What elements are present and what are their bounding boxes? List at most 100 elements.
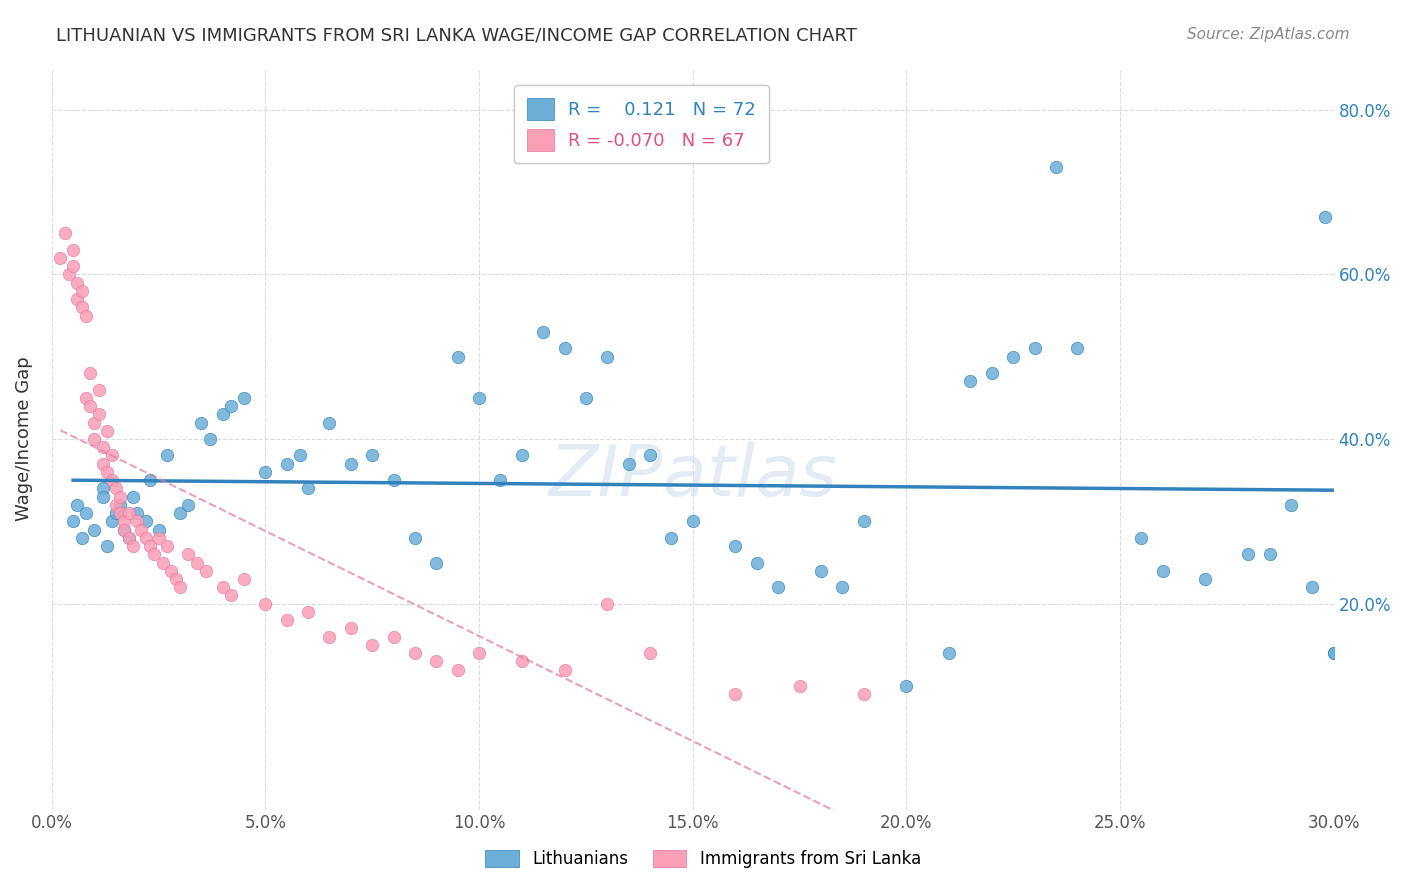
Point: [831, 580, 853, 594]
Point: [96, 424, 118, 438]
Point: [638, 449, 661, 463]
Point: [980, 366, 1002, 380]
Point: [156, 449, 179, 463]
Point: [596, 597, 619, 611]
Point: [766, 580, 789, 594]
Point: [425, 556, 447, 570]
Point: [135, 531, 157, 545]
Legend: Lithuanians, Immigrants from Sri Lanka: Lithuanians, Immigrants from Sri Lanka: [478, 843, 928, 875]
Point: [118, 531, 141, 545]
Point: [112, 514, 135, 528]
Point: [382, 630, 405, 644]
Point: [83, 416, 105, 430]
Point: [959, 375, 981, 389]
Point: [340, 457, 363, 471]
Legend: R =    0.121   N = 72, R = -0.070   N = 67: R = 0.121 N = 72, R = -0.070 N = 67: [515, 85, 769, 163]
Point: [1002, 350, 1025, 364]
Point: [75, 506, 97, 520]
Point: [96, 465, 118, 479]
Point: [447, 663, 470, 677]
Point: [66, 292, 89, 306]
Point: [148, 523, 170, 537]
Point: [127, 514, 149, 528]
Point: [852, 514, 875, 528]
Point: [156, 539, 179, 553]
Point: [617, 457, 640, 471]
Point: [75, 309, 97, 323]
Point: [361, 449, 384, 463]
Point: [288, 449, 311, 463]
Point: [724, 687, 747, 701]
Point: [58, 268, 80, 282]
Point: [211, 580, 233, 594]
Point: [104, 498, 127, 512]
Point: [70, 284, 93, 298]
Point: [896, 679, 918, 693]
Text: ZIPatlas: ZIPatlas: [548, 442, 837, 510]
Point: [1313, 210, 1336, 224]
Y-axis label: Wage/Income Gap: Wage/Income Gap: [15, 357, 32, 522]
Point: [139, 473, 162, 487]
Point: [233, 391, 256, 405]
Point: [1194, 572, 1216, 586]
Point: [87, 407, 110, 421]
Point: [100, 514, 122, 528]
Point: [659, 531, 682, 545]
Point: [1066, 342, 1088, 356]
Point: [127, 506, 149, 520]
Point: [108, 490, 131, 504]
Point: [62, 243, 84, 257]
Point: [139, 539, 162, 553]
Point: [122, 490, 145, 504]
Point: [297, 482, 319, 496]
Point: [1130, 531, 1153, 545]
Point: [91, 482, 114, 496]
Point: [91, 490, 114, 504]
Point: [143, 547, 166, 561]
Point: [318, 630, 340, 644]
Point: [1258, 547, 1281, 561]
Point: [62, 514, 84, 528]
Point: [468, 646, 491, 660]
Point: [638, 646, 661, 660]
Point: [1323, 646, 1346, 660]
Point: [112, 523, 135, 537]
Point: [70, 531, 93, 545]
Point: [160, 564, 183, 578]
Text: Source: ZipAtlas.com: Source: ZipAtlas.com: [1187, 27, 1350, 42]
Point: [219, 589, 242, 603]
Point: [297, 605, 319, 619]
Point: [190, 416, 212, 430]
Point: [1301, 580, 1323, 594]
Point: [553, 342, 575, 356]
Point: [100, 473, 122, 487]
Point: [53, 226, 76, 240]
Point: [361, 638, 384, 652]
Point: [62, 259, 84, 273]
Point: [468, 391, 491, 405]
Point: [382, 473, 405, 487]
Point: [1045, 161, 1067, 175]
Point: [118, 531, 141, 545]
Point: [135, 514, 157, 528]
Point: [83, 523, 105, 537]
Point: [276, 613, 298, 627]
Point: [1279, 498, 1302, 512]
Point: [938, 646, 960, 660]
Point: [108, 498, 131, 512]
Point: [112, 523, 135, 537]
Point: [194, 564, 217, 578]
Point: [340, 621, 363, 635]
Point: [169, 506, 191, 520]
Point: [531, 325, 554, 339]
Point: [186, 556, 208, 570]
Point: [70, 300, 93, 314]
Point: [211, 407, 233, 421]
Point: [1024, 342, 1046, 356]
Point: [108, 506, 131, 520]
Point: [745, 556, 768, 570]
Point: [852, 687, 875, 701]
Point: [724, 539, 747, 553]
Point: [447, 350, 470, 364]
Point: [1237, 547, 1260, 561]
